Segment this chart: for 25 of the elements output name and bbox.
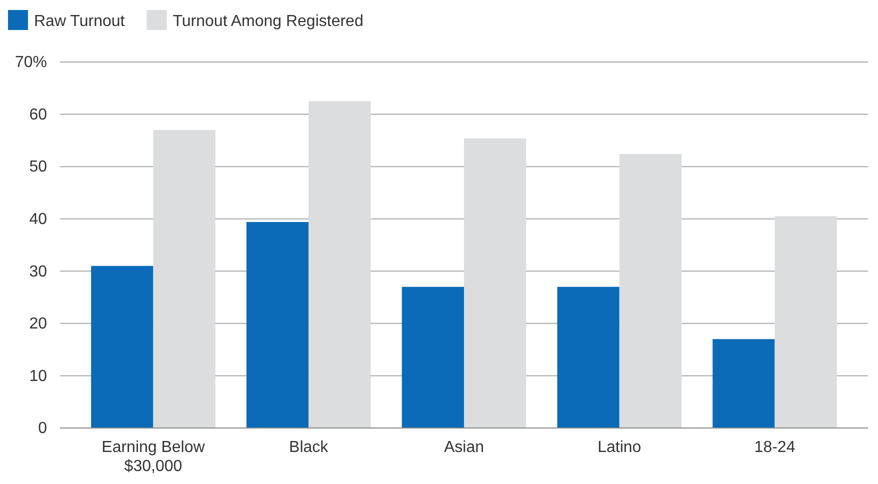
bar (464, 138, 526, 428)
x-tick-label: Black (289, 439, 330, 456)
y-tick-label: 10 (29, 368, 48, 385)
y-tick-label: 40 (29, 210, 48, 228)
y-tick-label: 70% (14, 54, 47, 72)
bar (557, 286, 620, 428)
y-tick-label: 50 (29, 158, 48, 176)
x-tick-label: Latino (598, 439, 642, 456)
bar (153, 130, 216, 428)
y-tick-label: 0 (38, 420, 48, 438)
bar (712, 339, 775, 428)
bar (246, 222, 309, 428)
bar (619, 154, 682, 428)
bar (308, 101, 371, 428)
bar (91, 266, 154, 428)
x-tick-label: Asian (444, 439, 484, 456)
x-tick-label: 18-24 (754, 439, 796, 456)
bar (774, 216, 837, 428)
x-tick-label: Earning Below $30,000 (102, 439, 206, 476)
legend-label: Turnout Among Registered (172, 13, 364, 30)
y-tick-label: 20 (29, 316, 48, 333)
bar (402, 286, 464, 428)
y-tick-label: 30 (29, 263, 48, 280)
legend-label: Raw Turnout (34, 13, 126, 30)
y-tick-label: 60 (29, 106, 48, 124)
